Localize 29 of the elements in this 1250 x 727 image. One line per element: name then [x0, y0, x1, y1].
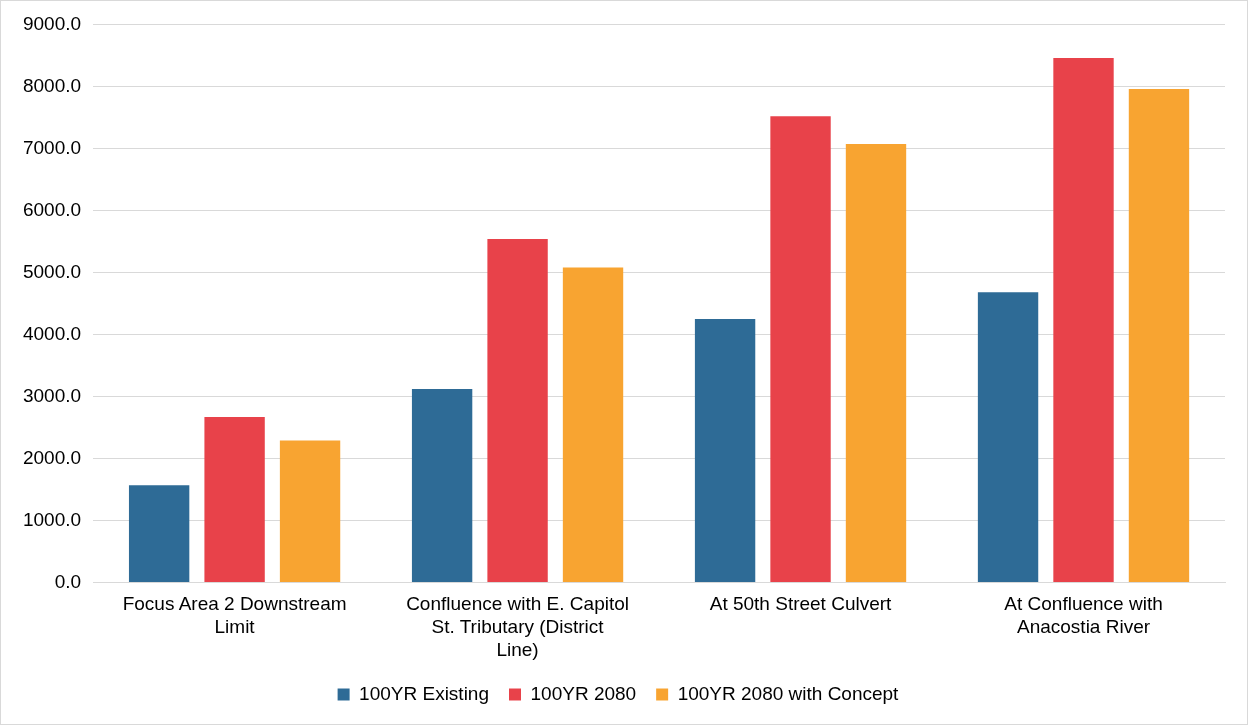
bar	[128, 485, 190, 583]
bar	[1128, 88, 1190, 583]
legend-label: 100YR 2080 with Concept	[677, 682, 900, 704]
y-tick-label: 3000.0	[22, 384, 82, 406]
y-tick-label: 9000.0	[22, 12, 82, 34]
x-tick-label: At 50th Street Culvert	[709, 593, 893, 615]
y-tick-label: 1000.0	[22, 508, 82, 530]
x-tick-label: Focus Area 2 Downstream Limit	[122, 593, 347, 638]
y-tick-label: 6000.0	[22, 198, 82, 220]
bar	[279, 440, 341, 583]
bar	[694, 319, 756, 583]
bar	[562, 267, 624, 583]
bar	[487, 239, 548, 583]
y-tick-label: 5000.0	[22, 260, 82, 282]
bar	[845, 144, 907, 583]
bar	[1053, 57, 1114, 583]
y-tick-label: 7000.0	[22, 136, 82, 158]
bar	[204, 417, 265, 583]
x-tick-label: At Confluence with Anacostia River	[1004, 593, 1163, 638]
legend-label: 100YR Existing	[359, 682, 490, 704]
y-tick-label: 8000.0	[22, 74, 82, 96]
y-tick-label: 2000.0	[22, 446, 82, 468]
bar	[977, 292, 1039, 583]
y-tick-label: 0.0	[54, 570, 82, 592]
x-tick-label: Confluence with E. Capitol St. Tributary (District Line)	[406, 593, 629, 660]
bar	[411, 389, 473, 583]
y-tick-label: 4000.0	[22, 322, 82, 344]
legend-label: 100YR 2080	[530, 682, 637, 704]
bar	[770, 116, 831, 583]
